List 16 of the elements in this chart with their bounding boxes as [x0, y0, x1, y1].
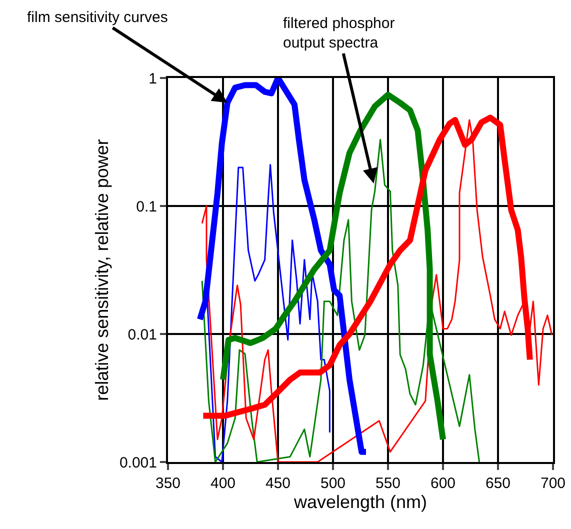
annotation: film sensitivity curves — [27, 9, 168, 26]
y-axis-title: relative sensitivity, relative power — [92, 139, 112, 401]
x-tick-label: 450 — [265, 475, 291, 492]
y-tick-label: 0.001 — [119, 454, 157, 472]
x-tick-label: 400 — [210, 475, 236, 492]
x-tick-label: 500 — [320, 475, 346, 492]
x-tick-label: 350 — [155, 475, 181, 492]
x-tick-label: 550 — [375, 475, 401, 492]
y-tick-label: 0.01 — [128, 326, 157, 344]
x-tick-label: 650 — [485, 475, 511, 492]
x-tick-label: 700 — [540, 475, 566, 492]
y-tick-label: 1 — [148, 70, 157, 88]
x-axis-title: wavelength (nm) — [292, 492, 428, 512]
annotation: filtered phosphor output spectra — [283, 15, 395, 52]
x-tick-label: 600 — [430, 475, 456, 492]
y-tick-label: 0.1 — [136, 198, 157, 216]
